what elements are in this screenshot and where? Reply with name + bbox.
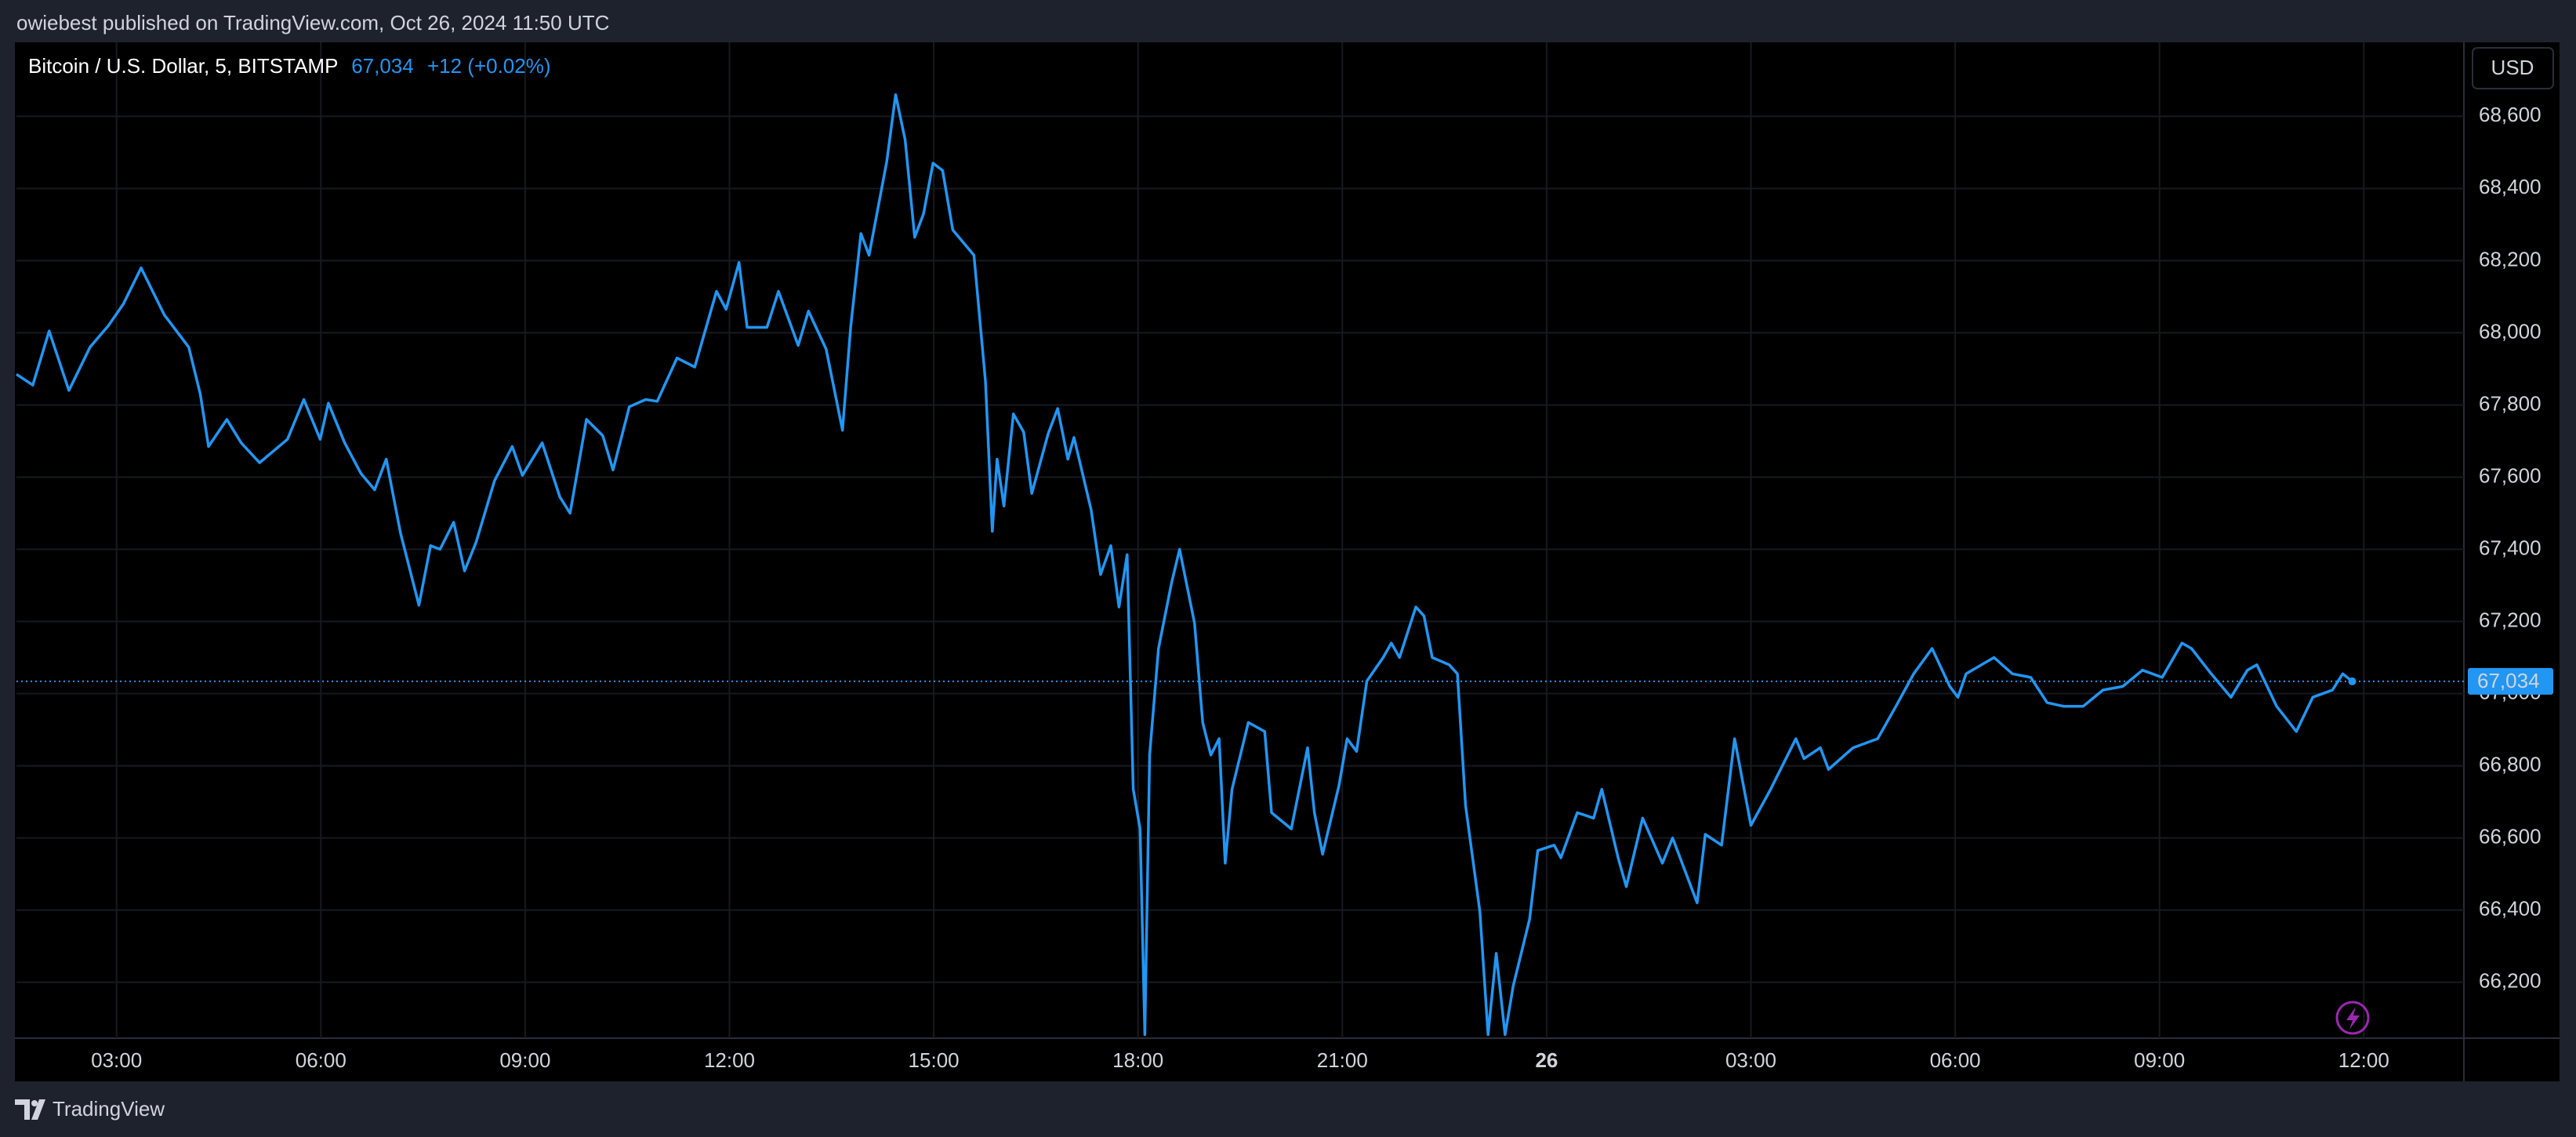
last-price: 67,034 xyxy=(351,54,414,78)
y-tick-label: 66,800 xyxy=(2479,752,2542,776)
x-tick-label: 09:00 xyxy=(499,1048,550,1072)
y-tick-label: 66,400 xyxy=(2479,897,2542,921)
x-tick-label: 03:00 xyxy=(1725,1048,1776,1072)
marks xyxy=(16,93,2464,1037)
x-tick-label: 21:00 xyxy=(1317,1048,1368,1072)
x-tick-label: 18:00 xyxy=(1112,1048,1163,1072)
x-tick-label: 12:00 xyxy=(2338,1048,2389,1072)
y-tick-label: 67,200 xyxy=(2479,608,2542,631)
alert-icon[interactable] xyxy=(2335,1001,2370,1035)
change: +12 (+0.02%) xyxy=(427,54,551,78)
grid xyxy=(16,42,2464,1038)
y-tick-label: 67,600 xyxy=(2479,463,2542,487)
y-tick-label: 66,200 xyxy=(2479,969,2542,993)
x-tick-label: 06:00 xyxy=(1930,1048,1981,1072)
x-tick-label: 03:00 xyxy=(91,1048,142,1072)
x-tick-label: 09:00 xyxy=(2134,1048,2185,1072)
currency[interactable]: USD xyxy=(2491,56,2534,79)
y-tick-label: 68,200 xyxy=(2479,247,2542,271)
y-tick-label: 66,600 xyxy=(2479,824,2542,848)
x-tick-label: 06:00 xyxy=(296,1048,346,1072)
last-price-axis-label: 67,034 xyxy=(2477,669,2540,692)
x-tick-label: 12:00 xyxy=(704,1048,755,1072)
y-tick-label: 67,800 xyxy=(2479,391,2542,415)
footer: TradingView xyxy=(53,1097,165,1121)
logo xyxy=(15,1099,45,1120)
y-tick-label: 68,400 xyxy=(2479,175,2542,198)
y-tick-label: 67,400 xyxy=(2479,536,2542,559)
last-price-box xyxy=(2468,667,2553,695)
legend: Bitcoin / U.S. Dollar, 5, BITSTAMP 67,03… xyxy=(28,54,551,78)
price-line xyxy=(16,93,2353,1037)
currency-button[interactable] xyxy=(2472,47,2554,89)
symbol: Bitcoin / U.S. Dollar, 5, BITSTAMP xyxy=(28,54,338,78)
y-tick-label: 68,000 xyxy=(2479,319,2542,343)
logo-dot xyxy=(31,1100,38,1106)
x-tick-label: 26 xyxy=(1535,1048,1558,1072)
header: owiebest published on TradingView.com, O… xyxy=(16,11,609,35)
last-point xyxy=(2348,677,2356,685)
chart-panel xyxy=(15,42,2560,1081)
y-tick-label: 68,600 xyxy=(2479,103,2542,126)
x-tick-label: 15:00 xyxy=(909,1048,960,1072)
alert-bolt xyxy=(2346,1007,2360,1030)
